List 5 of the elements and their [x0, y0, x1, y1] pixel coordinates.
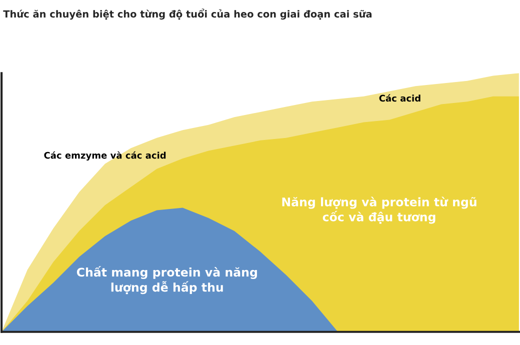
annotation: Năng lượng và protein từ ngũ cốc và đậu tương	[282, 196, 476, 224]
annotation: Các acid	[379, 94, 420, 102]
annotation: Chất mang protein và năng lượng dễ hấp thu	[76, 266, 257, 294]
chart-title: Thức ăn chuyên biệt cho từng độ tuổi của heo con giai đoạn cai sữa	[3, 8, 372, 20]
annotation: Các emzyme và các acid	[44, 151, 166, 161]
